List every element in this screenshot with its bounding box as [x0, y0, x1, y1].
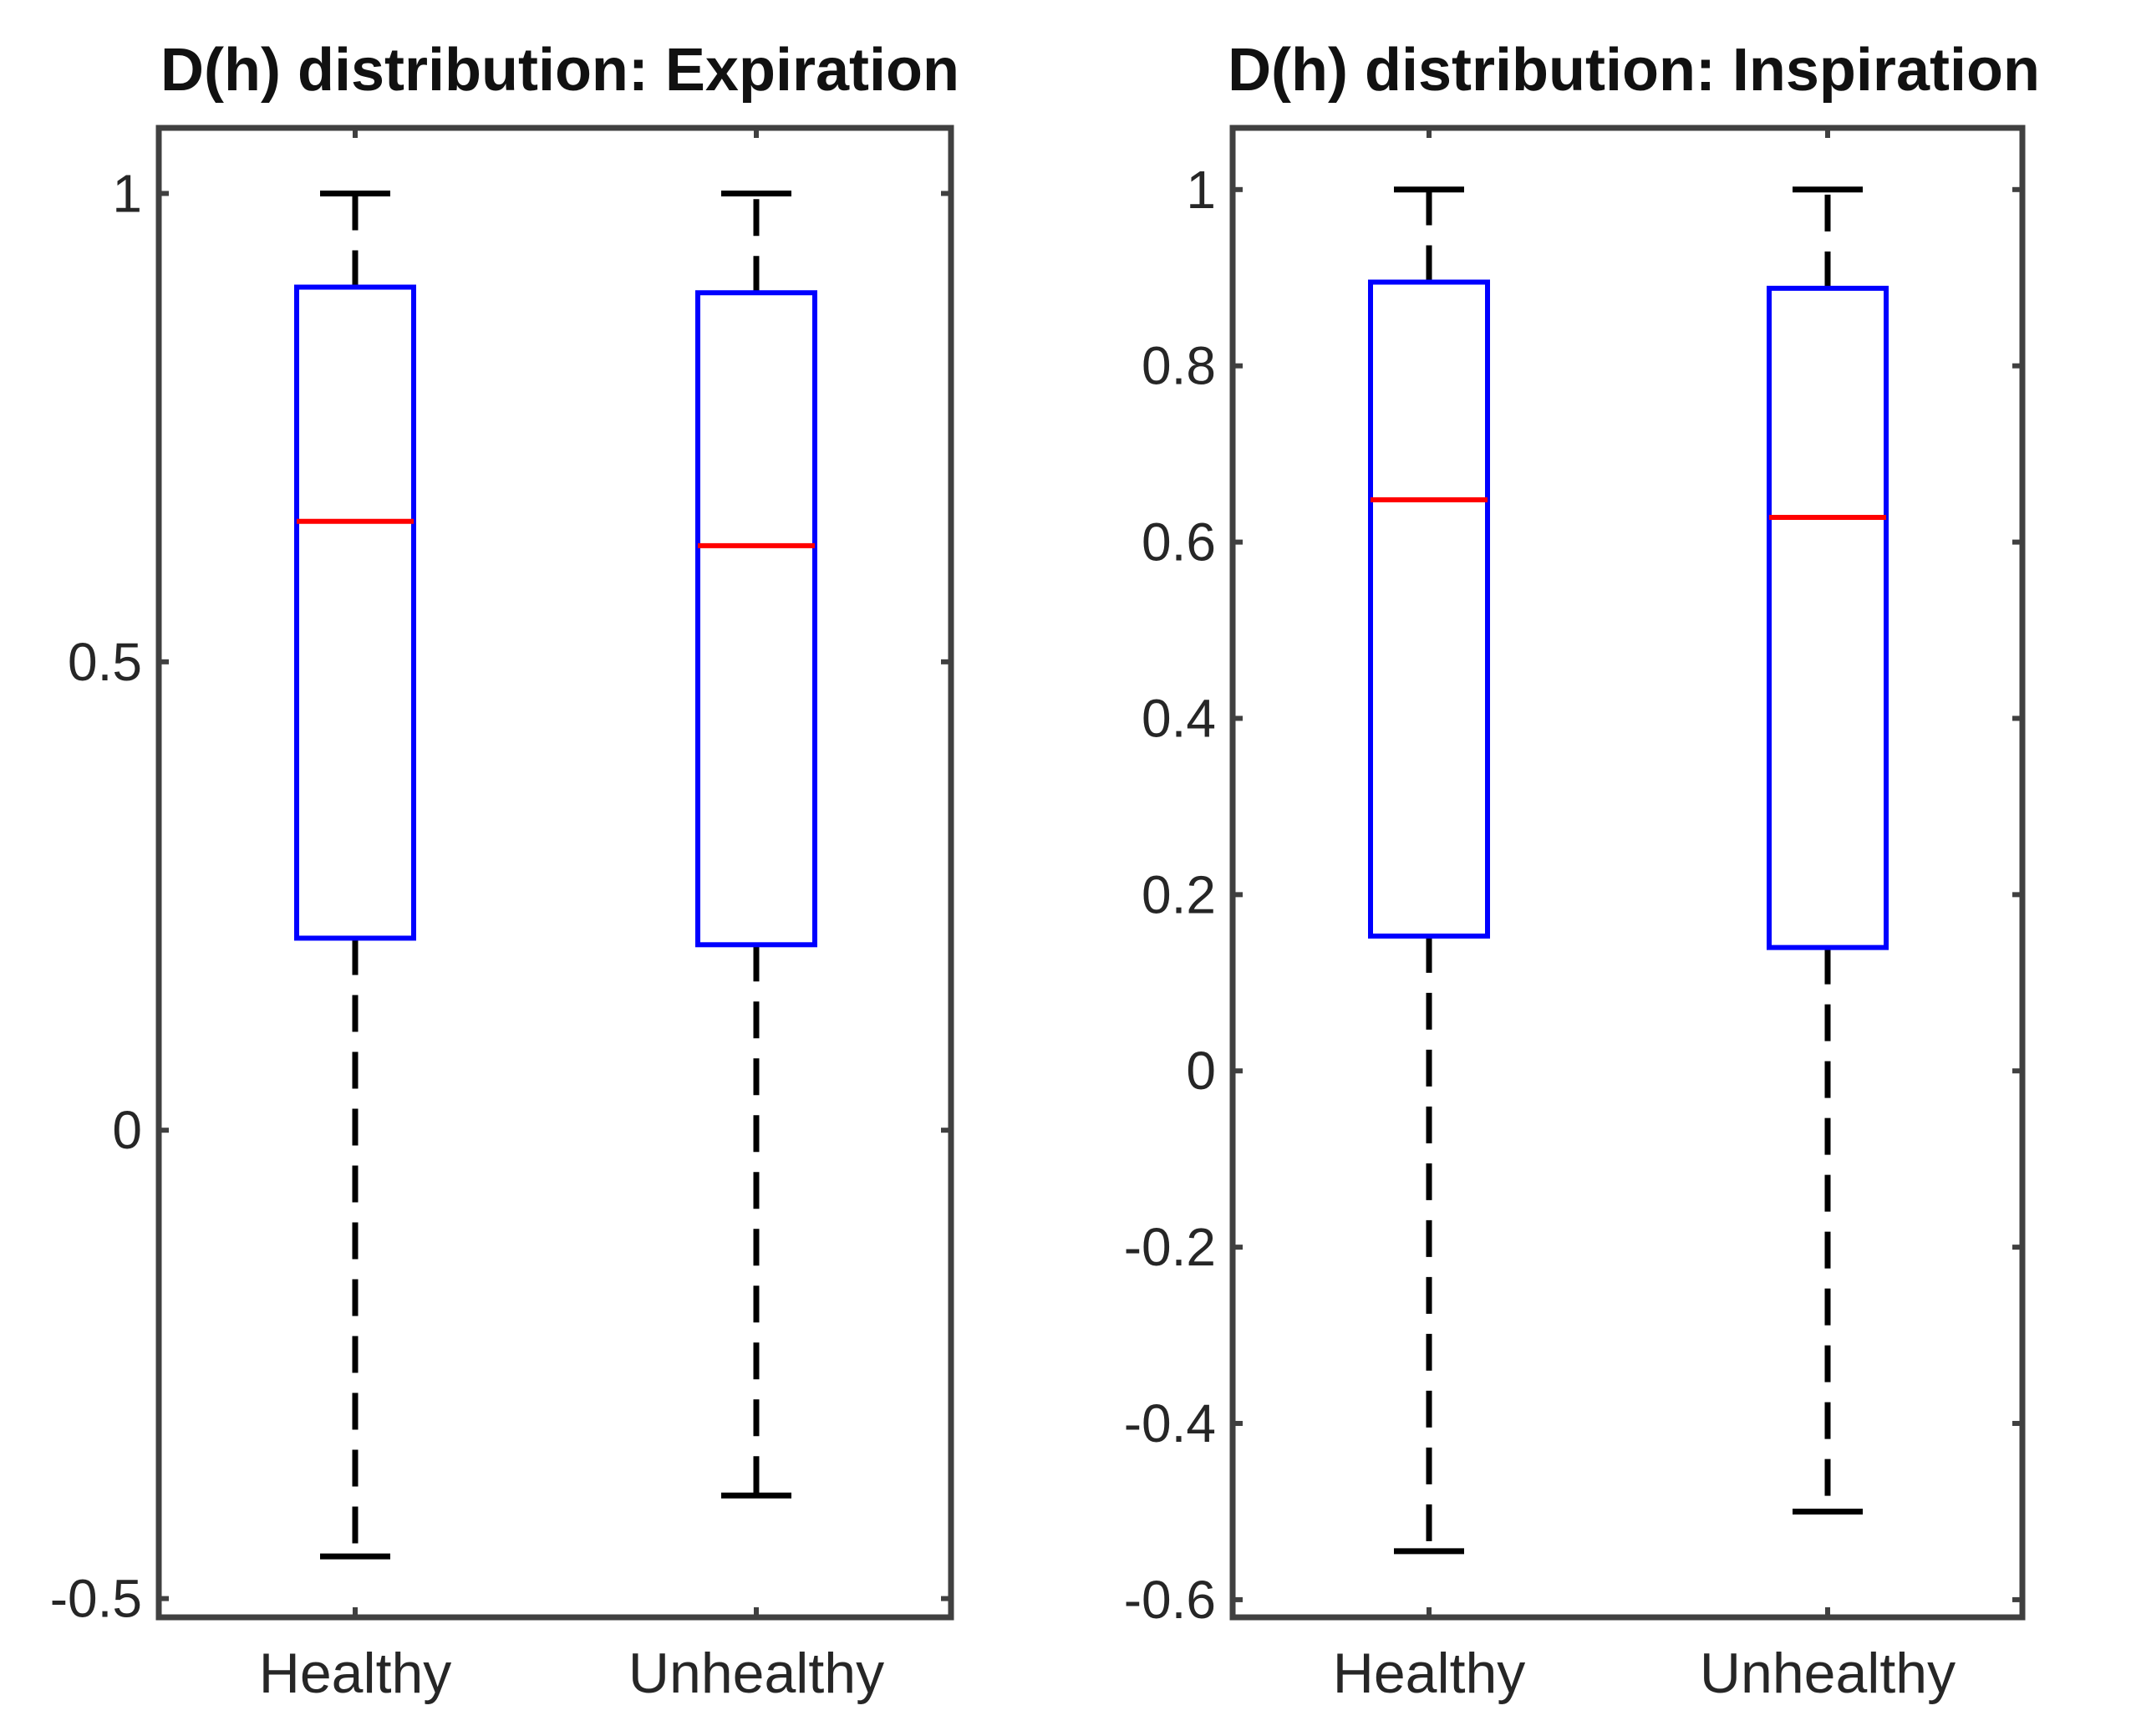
inspiration-ytick-label: -0.6	[1124, 1570, 1216, 1630]
expiration-box-healthy	[294, 284, 416, 941]
inspiration-title: D(h) distribution: Inspiration	[1228, 37, 2040, 104]
inspiration-xtick-label: Healthy	[1333, 1642, 1526, 1705]
inspiration-ytick-label: 0.6	[1142, 512, 1216, 573]
inspiration-ytick-label: 0.2	[1142, 864, 1216, 924]
expiration-box-unhealthy	[695, 290, 817, 948]
inspiration-ytick-label: 0.8	[1142, 336, 1216, 396]
inspiration-xtick-label: Unhealthy	[1700, 1642, 1956, 1705]
inspiration-ytick-label: -0.2	[1124, 1217, 1216, 1277]
expiration-xtick-label: Healthy	[259, 1642, 452, 1705]
expiration-ytick-label: 0	[112, 1100, 142, 1160]
inspiration-ytick-label: 0	[1186, 1041, 1216, 1101]
expiration-ytick-label: 1	[112, 163, 142, 223]
expiration-axes-frame	[155, 125, 954, 1621]
expiration-ytick-label: -0.5	[50, 1569, 142, 1629]
inspiration-box-healthy	[1368, 279, 1490, 939]
inspiration-axes-frame	[1229, 125, 2026, 1621]
inspiration-ytick-label: -0.4	[1124, 1393, 1216, 1453]
expiration-xtick-label: Unhealthy	[628, 1642, 884, 1705]
inspiration-ytick-label: 1	[1186, 160, 1216, 220]
expiration-ytick-label: 0.5	[68, 632, 142, 692]
expiration-title: D(h) distribution: Expiration	[160, 37, 959, 104]
inspiration-panel: D(h) distribution: Inspiration -0.6 -0.4 -…	[1124, 37, 2040, 1705]
inspiration-ytick-label: 0.4	[1142, 688, 1216, 748]
inspiration-box-unhealthy	[1767, 285, 1889, 950]
expiration-panel: D(h) distribution: Expiration -0.5 0 0.5 1 H…	[50, 37, 959, 1705]
